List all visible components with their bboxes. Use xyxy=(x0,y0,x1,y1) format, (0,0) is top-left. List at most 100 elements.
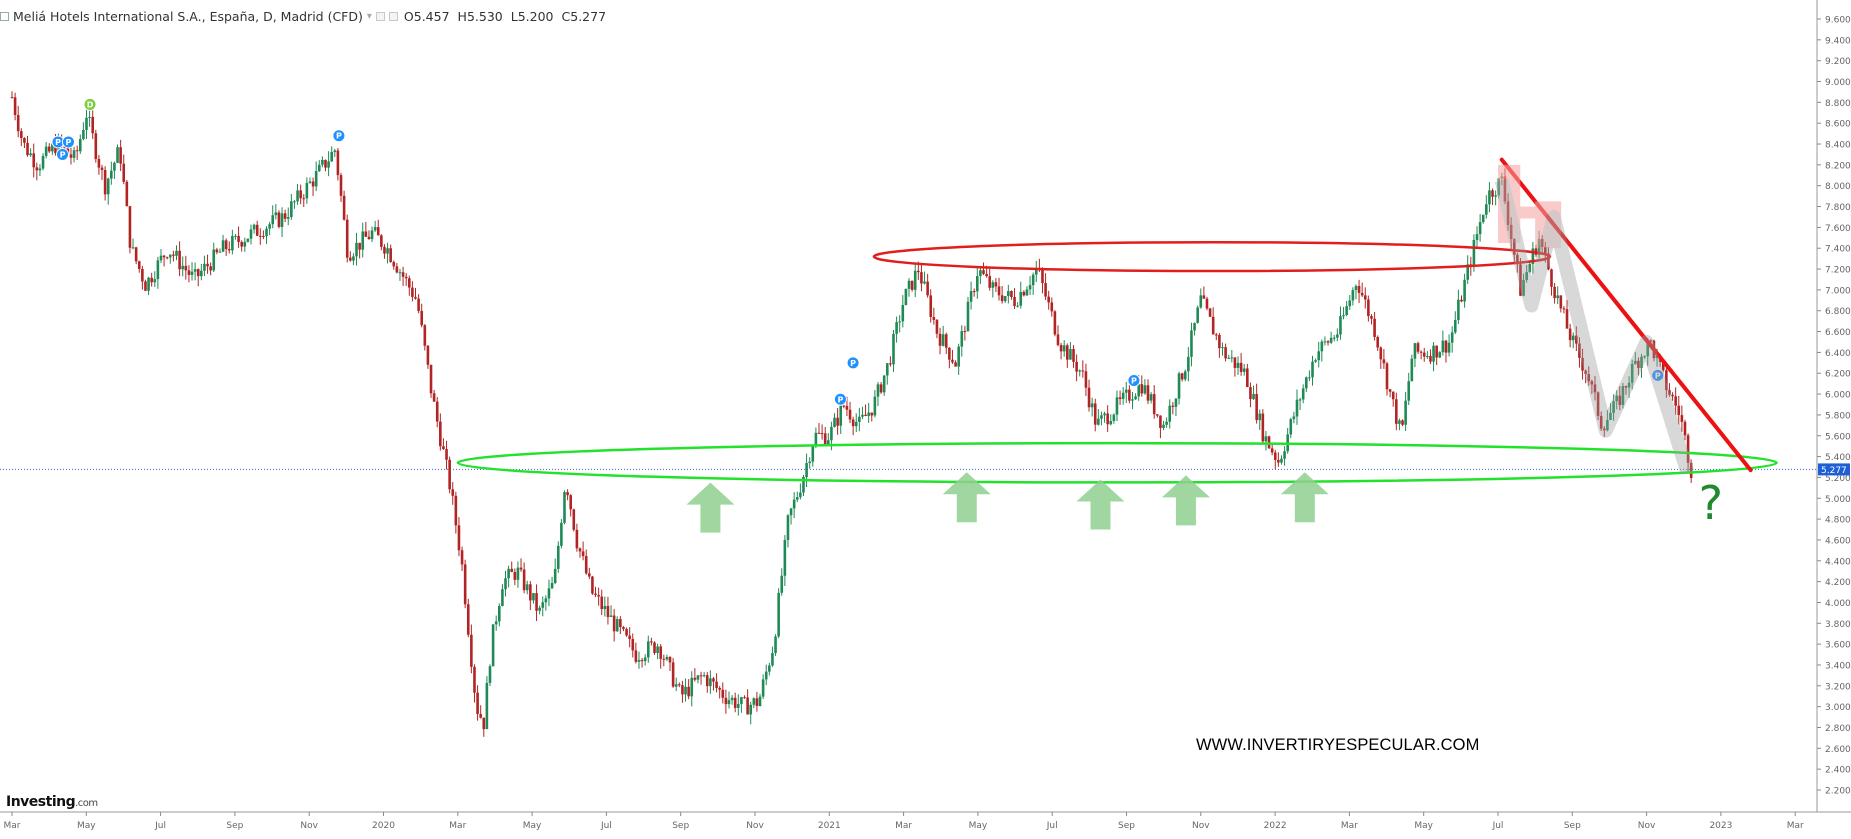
candle-body xyxy=(488,666,492,683)
candle-body xyxy=(314,171,318,187)
candle-body xyxy=(1069,349,1072,360)
candle-body xyxy=(1003,296,1007,302)
candle-body xyxy=(941,334,945,346)
candle-body xyxy=(206,263,209,267)
candle-body xyxy=(1391,391,1395,400)
candle-body xyxy=(975,276,979,292)
hide-icon[interactable] xyxy=(388,11,398,21)
candle-body xyxy=(761,679,765,697)
candle-body xyxy=(867,412,870,416)
candle-body xyxy=(1581,357,1584,371)
candle-body xyxy=(91,116,94,134)
candle-body xyxy=(501,589,504,607)
candle-body xyxy=(221,240,225,252)
candle-body xyxy=(134,247,138,262)
candle-body xyxy=(1100,415,1103,419)
x-axis: Mar May Jul Sep Nov 2020 Mar May Jul Sep Nov 2021 Ma… xyxy=(0,811,1851,831)
candle-body xyxy=(23,137,26,143)
instrument-name: Meliá Hotels International S.A., España,… xyxy=(13,8,363,24)
candle-body xyxy=(1345,306,1348,316)
x-tick-label: Mar xyxy=(895,821,912,831)
candle-body xyxy=(541,602,545,608)
candle-body xyxy=(1177,373,1181,399)
candles xyxy=(10,91,1693,737)
candle-body xyxy=(1466,264,1470,280)
candle-body xyxy=(690,677,694,697)
candle-body xyxy=(255,224,259,236)
candle-body xyxy=(339,175,343,196)
settings-icon[interactable] xyxy=(375,11,385,21)
y-tick-label: 2.800 xyxy=(1825,724,1851,734)
svg-text:P: P xyxy=(838,395,844,404)
candle-body xyxy=(665,656,669,660)
candle-body xyxy=(156,260,160,280)
candle-body xyxy=(1624,386,1628,388)
candle-body xyxy=(529,584,532,601)
candle-body xyxy=(740,697,743,705)
y-tick-label: 7.400 xyxy=(1825,245,1851,255)
x-tick-label: Jul xyxy=(1492,821,1504,831)
candle-body xyxy=(342,195,346,220)
candle-body xyxy=(373,227,377,231)
candle-body xyxy=(1463,279,1466,302)
candle-body xyxy=(1230,357,1234,359)
candle-body xyxy=(674,684,678,687)
resistance-ellipse xyxy=(872,240,1552,273)
candle-body xyxy=(1401,420,1404,425)
candle-body xyxy=(581,551,585,557)
candle-body xyxy=(1571,335,1575,341)
candle-body xyxy=(715,681,718,688)
candle-body xyxy=(898,321,901,323)
x-tick-label: 2023 xyxy=(1709,821,1732,831)
candle-body xyxy=(1376,336,1379,348)
candle-body xyxy=(172,254,175,256)
candle-body xyxy=(811,446,815,462)
candle-body xyxy=(246,238,250,242)
brand-logo[interactable]: Investing.com xyxy=(6,794,98,810)
candle-body xyxy=(454,495,458,526)
candle-body xyxy=(1522,279,1525,296)
candle-body xyxy=(1034,268,1038,275)
candle-body xyxy=(361,231,365,250)
candle-body xyxy=(29,153,32,156)
candle-body xyxy=(370,230,374,240)
watermark-text: WWW.INVERTIRYESPECULAR.COM xyxy=(1196,736,1480,754)
candle-body xyxy=(1596,392,1600,416)
candle-body xyxy=(1332,337,1336,339)
brand-suffix: .com xyxy=(75,798,98,809)
candle-body xyxy=(1348,300,1352,307)
candle-body xyxy=(1258,413,1262,421)
candle-body xyxy=(1438,352,1442,358)
candle-body xyxy=(929,295,933,318)
candle-body xyxy=(1395,399,1398,424)
candle-body xyxy=(240,241,243,247)
candle-body xyxy=(20,131,23,138)
candle-body xyxy=(609,615,613,617)
x-tick-label: Sep xyxy=(1564,821,1581,831)
candle-body xyxy=(426,345,430,365)
candle-body xyxy=(1686,435,1690,463)
candle-body xyxy=(432,393,436,402)
collapse-icon[interactable] xyxy=(0,11,9,21)
event-marker: P xyxy=(332,129,346,143)
chevron-down-icon[interactable]: ▾ xyxy=(366,10,372,22)
y-tick-label: 4.000 xyxy=(1825,599,1851,609)
candle-body xyxy=(1205,298,1209,309)
candle-body xyxy=(1432,345,1435,362)
candle-body xyxy=(435,401,439,422)
candle-body xyxy=(640,660,644,662)
candle-body xyxy=(1162,424,1165,428)
candle-body xyxy=(591,576,594,594)
candle-body xyxy=(1109,420,1113,425)
candle-body xyxy=(1363,295,1367,300)
candle-body xyxy=(26,142,29,156)
y-tick-label: 4.600 xyxy=(1825,536,1851,546)
candle-body xyxy=(85,117,88,130)
x-tick-label: Jul xyxy=(600,821,612,831)
candle-body xyxy=(1634,360,1637,364)
candle-body xyxy=(404,276,408,279)
svg-text:D: D xyxy=(87,100,94,109)
x-tick-label: Mar xyxy=(1787,821,1804,831)
candle-body xyxy=(1261,413,1265,442)
